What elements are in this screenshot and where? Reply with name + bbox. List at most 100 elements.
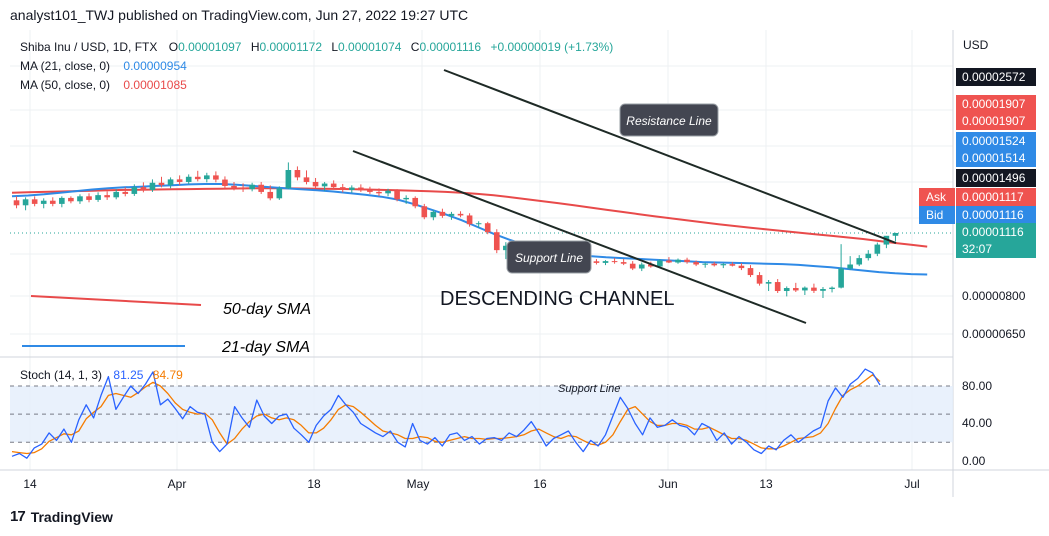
candle <box>720 262 727 269</box>
candle <box>222 176 228 189</box>
candle-body <box>865 253 872 259</box>
candle <box>475 221 482 228</box>
badge-bg <box>956 188 1036 206</box>
candle-body <box>421 206 428 218</box>
candle <box>448 211 455 220</box>
badge-value: 0.00001907 <box>962 97 1026 111</box>
candle <box>711 262 718 267</box>
candle <box>367 186 373 194</box>
tradingview-footer[interactable]: 17 TradingView <box>10 508 113 525</box>
candle-body <box>493 232 500 251</box>
annotations: Resistance Line Support Line DESCENDING … <box>22 69 897 395</box>
badge-bg <box>956 149 1036 167</box>
price-badge: 0.00002572 <box>956 68 1036 86</box>
time-tick: 16 <box>533 477 547 491</box>
candle <box>68 196 74 204</box>
price-badge: 0.00001496 <box>956 169 1036 187</box>
descending-channel-label: DESCENDING CHANNEL <box>440 288 674 310</box>
candle-body <box>838 268 844 288</box>
candle-body <box>457 213 464 216</box>
stoch-support-label: Support Line <box>558 383 620 395</box>
candle <box>167 177 174 189</box>
time-tick: May <box>407 477 430 491</box>
candle <box>811 283 817 294</box>
candle-body <box>403 197 409 200</box>
support-bubble <box>506 240 592 274</box>
candle <box>829 286 835 293</box>
candle-body <box>756 275 763 284</box>
tradingview-brand: TradingView <box>30 508 113 525</box>
candle-body <box>675 259 681 263</box>
candle-body <box>611 261 618 263</box>
time-axis[interactable]: 14 Apr 18 May 16 Jun 13 Jul <box>23 477 919 491</box>
candle-body <box>348 187 355 190</box>
candle <box>729 262 736 267</box>
candle <box>276 186 283 200</box>
candle-body <box>294 170 301 178</box>
candle-body <box>104 195 110 198</box>
time-tick: Apr <box>168 477 187 491</box>
candle <box>439 208 446 218</box>
tradingview-logo-icon: 17 <box>10 508 26 525</box>
candle <box>403 195 409 204</box>
candle <box>149 179 156 192</box>
badge-value: 0.00002572 <box>962 70 1026 84</box>
candle-body <box>620 262 627 264</box>
moving-averages <box>11 183 928 276</box>
candle <box>22 197 29 211</box>
candle <box>747 265 754 278</box>
candle <box>77 194 83 204</box>
candle <box>611 258 618 264</box>
badge-label: Ask <box>926 190 947 204</box>
support-line[interactable] <box>352 150 807 324</box>
candle-body <box>339 187 346 190</box>
resistance-bubble-text: Resistance Line <box>626 114 712 128</box>
candle-body <box>22 199 29 206</box>
candle-body <box>86 196 92 200</box>
badge-bg <box>956 169 1036 187</box>
candle-body <box>95 195 101 200</box>
candle <box>412 196 419 209</box>
candle <box>213 171 219 183</box>
sma50-legend-line <box>30 295 202 306</box>
candle-body <box>358 187 364 191</box>
candle <box>838 244 844 289</box>
candle-body <box>711 263 718 266</box>
resistance-line[interactable] <box>443 69 897 244</box>
candle <box>620 259 627 266</box>
candle-body <box>439 211 446 216</box>
candle-body <box>40 200 47 204</box>
candle <box>59 196 65 208</box>
candle-body <box>240 187 246 190</box>
candle-body <box>59 197 65 204</box>
candle <box>339 183 346 193</box>
candle-body <box>657 260 663 267</box>
candle <box>602 260 609 266</box>
candle <box>874 242 881 257</box>
candle <box>738 263 745 271</box>
badge-value: 0.00001116 <box>962 225 1024 239</box>
candle <box>684 257 690 264</box>
price-badge: 0.00001116 <box>956 223 1036 241</box>
candle <box>176 175 183 186</box>
legend-row-1: Shiba Inu / USD, 1D, FTX O0.00001097 H0.… <box>20 40 613 54</box>
price-tick: 0.00000650 <box>962 327 1026 341</box>
stoch-tick: 0.00 <box>962 454 986 468</box>
badge-value: 0.00001496 <box>962 171 1026 185</box>
resistance-bubble <box>619 103 719 137</box>
candle <box>783 286 790 297</box>
legend-row-ma21: MA (21, close, 0) 0.00000954 <box>20 59 187 73</box>
candle <box>258 181 264 194</box>
candle <box>285 162 292 190</box>
candle <box>204 172 210 183</box>
price-chart[interactable]: Resistance Line Support Line DESCENDING … <box>0 0 1049 500</box>
price-axis[interactable]: USD 0.00002572 0.00001907 0.00001907 0.0000… <box>919 38 1036 468</box>
candle-body <box>194 176 201 180</box>
candle <box>113 189 120 200</box>
badge-bg <box>956 206 1036 224</box>
price-tick: 0.00000800 <box>962 289 1026 303</box>
candle <box>865 250 872 261</box>
candle <box>267 185 274 201</box>
candle-body <box>231 185 237 188</box>
candle <box>892 232 899 242</box>
